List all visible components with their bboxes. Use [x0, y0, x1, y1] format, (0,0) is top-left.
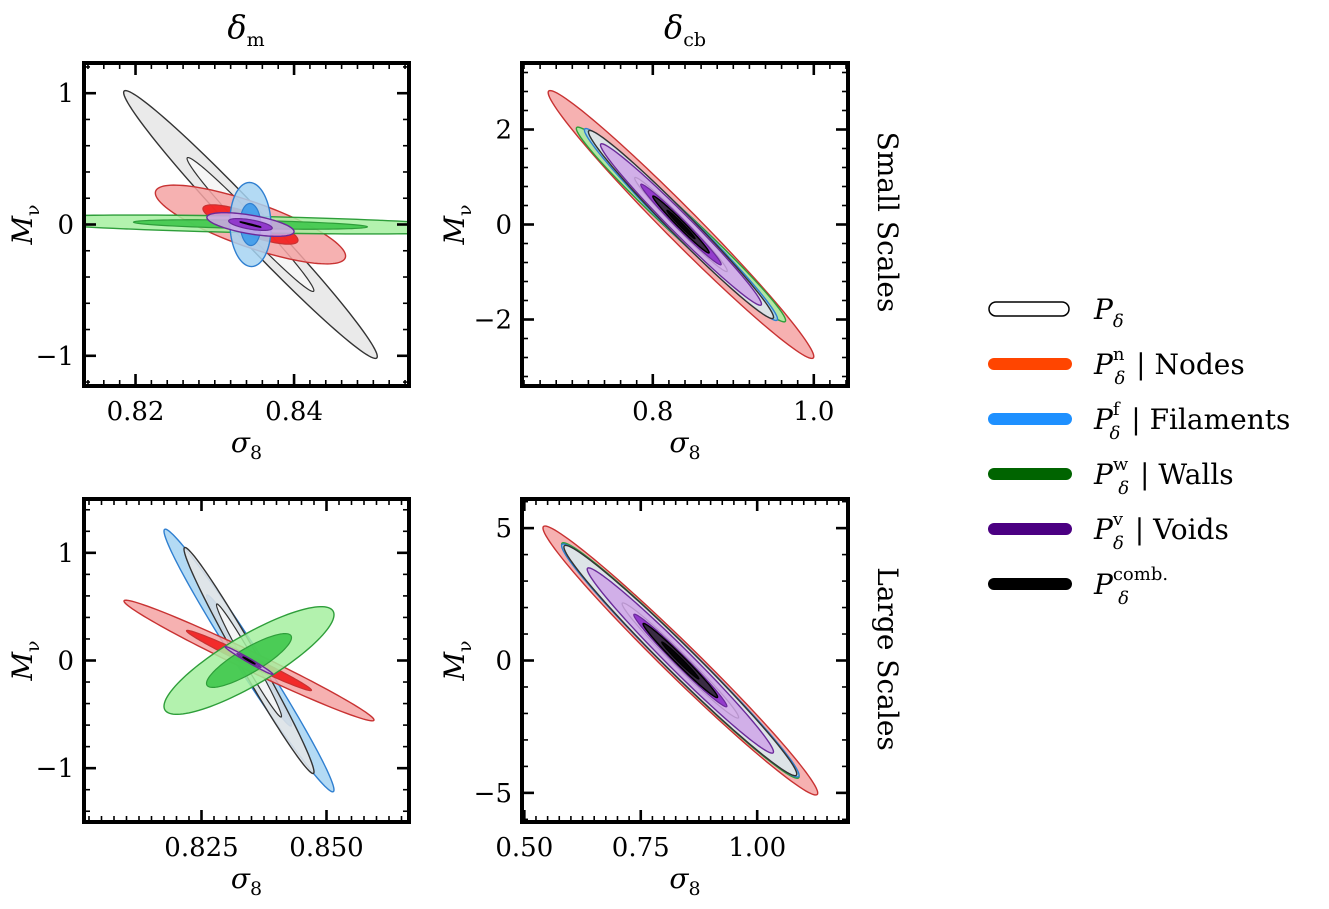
panel-3: 0.825 0.850 −1 0 1 σ8 Mν: [6, 497, 411, 900]
x-axis-label: σ8: [231, 426, 262, 464]
legend-label: Pcomb. δ: [1093, 564, 1168, 609]
y-axis-label: Mν: [6, 640, 44, 681]
ellipse-group: [547, 89, 815, 360]
x-tick-label: 0.825: [164, 833, 238, 863]
panel-2: 0.8 1.0 −2 0 2 σ8 Mν: [438, 61, 850, 464]
x-tick-label: 0.850: [289, 833, 363, 863]
x-tick-label: 0.50: [495, 833, 553, 863]
legend-label: Pv δ | Voids: [1093, 509, 1229, 554]
legend-label: Pn δ | Nodes: [1093, 344, 1245, 389]
x-axis-label: σ8: [669, 426, 700, 464]
y-tick-label: −5: [474, 779, 512, 809]
y-axis-label: Mν: [6, 204, 44, 245]
legend: Pδ Pn δ | Nodes Pf δ | Filaments Pw δ | Walls P…: [988, 293, 1290, 609]
x-tick-label: 0.75: [612, 833, 670, 863]
ellipse-group: [84, 89, 409, 360]
y-tick-label: −1: [36, 754, 74, 784]
legend-label: Pw δ | Walls: [1093, 454, 1234, 499]
column-title-delta-m: δm: [227, 8, 264, 51]
y-tick-label: 1: [57, 539, 74, 569]
legend-item-comb: Pcomb. δ: [988, 564, 1168, 609]
x-tick-label: 0.8: [632, 397, 673, 427]
legend-item-filaments: Pf δ | Filaments: [988, 399, 1290, 444]
column-title-delta-cb: δcb: [664, 8, 706, 51]
ellipse-comb-1sigma: [661, 641, 700, 680]
legend-item-walls: Pw δ | Walls: [988, 454, 1234, 499]
x-axis-label: σ8: [669, 862, 700, 900]
x-axis-label: σ8: [231, 862, 262, 900]
legend-item-nodes: Pn δ | Nodes: [988, 344, 1245, 389]
ticks: [84, 63, 409, 386]
y-axis-label: Mν: [438, 204, 476, 245]
y-tick-label: 0: [57, 211, 74, 241]
y-tick-label: 0: [495, 647, 512, 677]
row-title-large-scales: Large Scales: [871, 567, 904, 751]
ticks: [522, 499, 848, 822]
y-tick-label: −2: [474, 306, 512, 336]
legend-label: Pf δ | Filaments: [1093, 399, 1290, 444]
y-tick-label: 5: [495, 514, 512, 544]
y-tick-label: 1: [57, 79, 74, 109]
y-tick-label: −1: [36, 342, 74, 372]
y-tick-label: 2: [495, 116, 512, 146]
panel-4: 0.50 0.75 1.00 −5 0 5 σ8 Mν: [438, 497, 850, 900]
x-tick-label: 1.00: [728, 833, 786, 863]
panel-1: 0.82 0.84 −1 0 1 σ8 Mν: [6, 61, 411, 464]
ellipse-group: [542, 525, 819, 796]
legend-label: Pδ: [1093, 293, 1124, 332]
x-tick-label: 1.0: [793, 397, 834, 427]
panels: 0.82 0.84 −1 0 1 σ8 Mν 0.8 1.0 −2 0 2 σ8 Mν 0.825 0.850…: [6, 61, 850, 900]
ellipse-group: [123, 528, 375, 793]
x-tick-label: 0.82: [107, 397, 165, 427]
y-axis-label: Mν: [438, 640, 476, 681]
ellipse-comb-1sigma: [666, 209, 696, 240]
x-tick-label: 0.84: [265, 397, 323, 427]
y-tick-label: 0: [57, 647, 74, 677]
ellipse-comb-1sigma: [245, 658, 253, 663]
row-title-small-scales: Small Scales: [871, 132, 904, 313]
legend-item-total: Pδ: [988, 293, 1124, 332]
ticks: [522, 63, 848, 386]
ellipse-comb-1sigma: [244, 222, 257, 227]
ticks: [84, 499, 409, 822]
y-tick-label: 0: [495, 211, 512, 241]
legend-item-voids: Pv δ | Voids: [988, 509, 1229, 554]
legend-swatch: [988, 301, 1070, 317]
